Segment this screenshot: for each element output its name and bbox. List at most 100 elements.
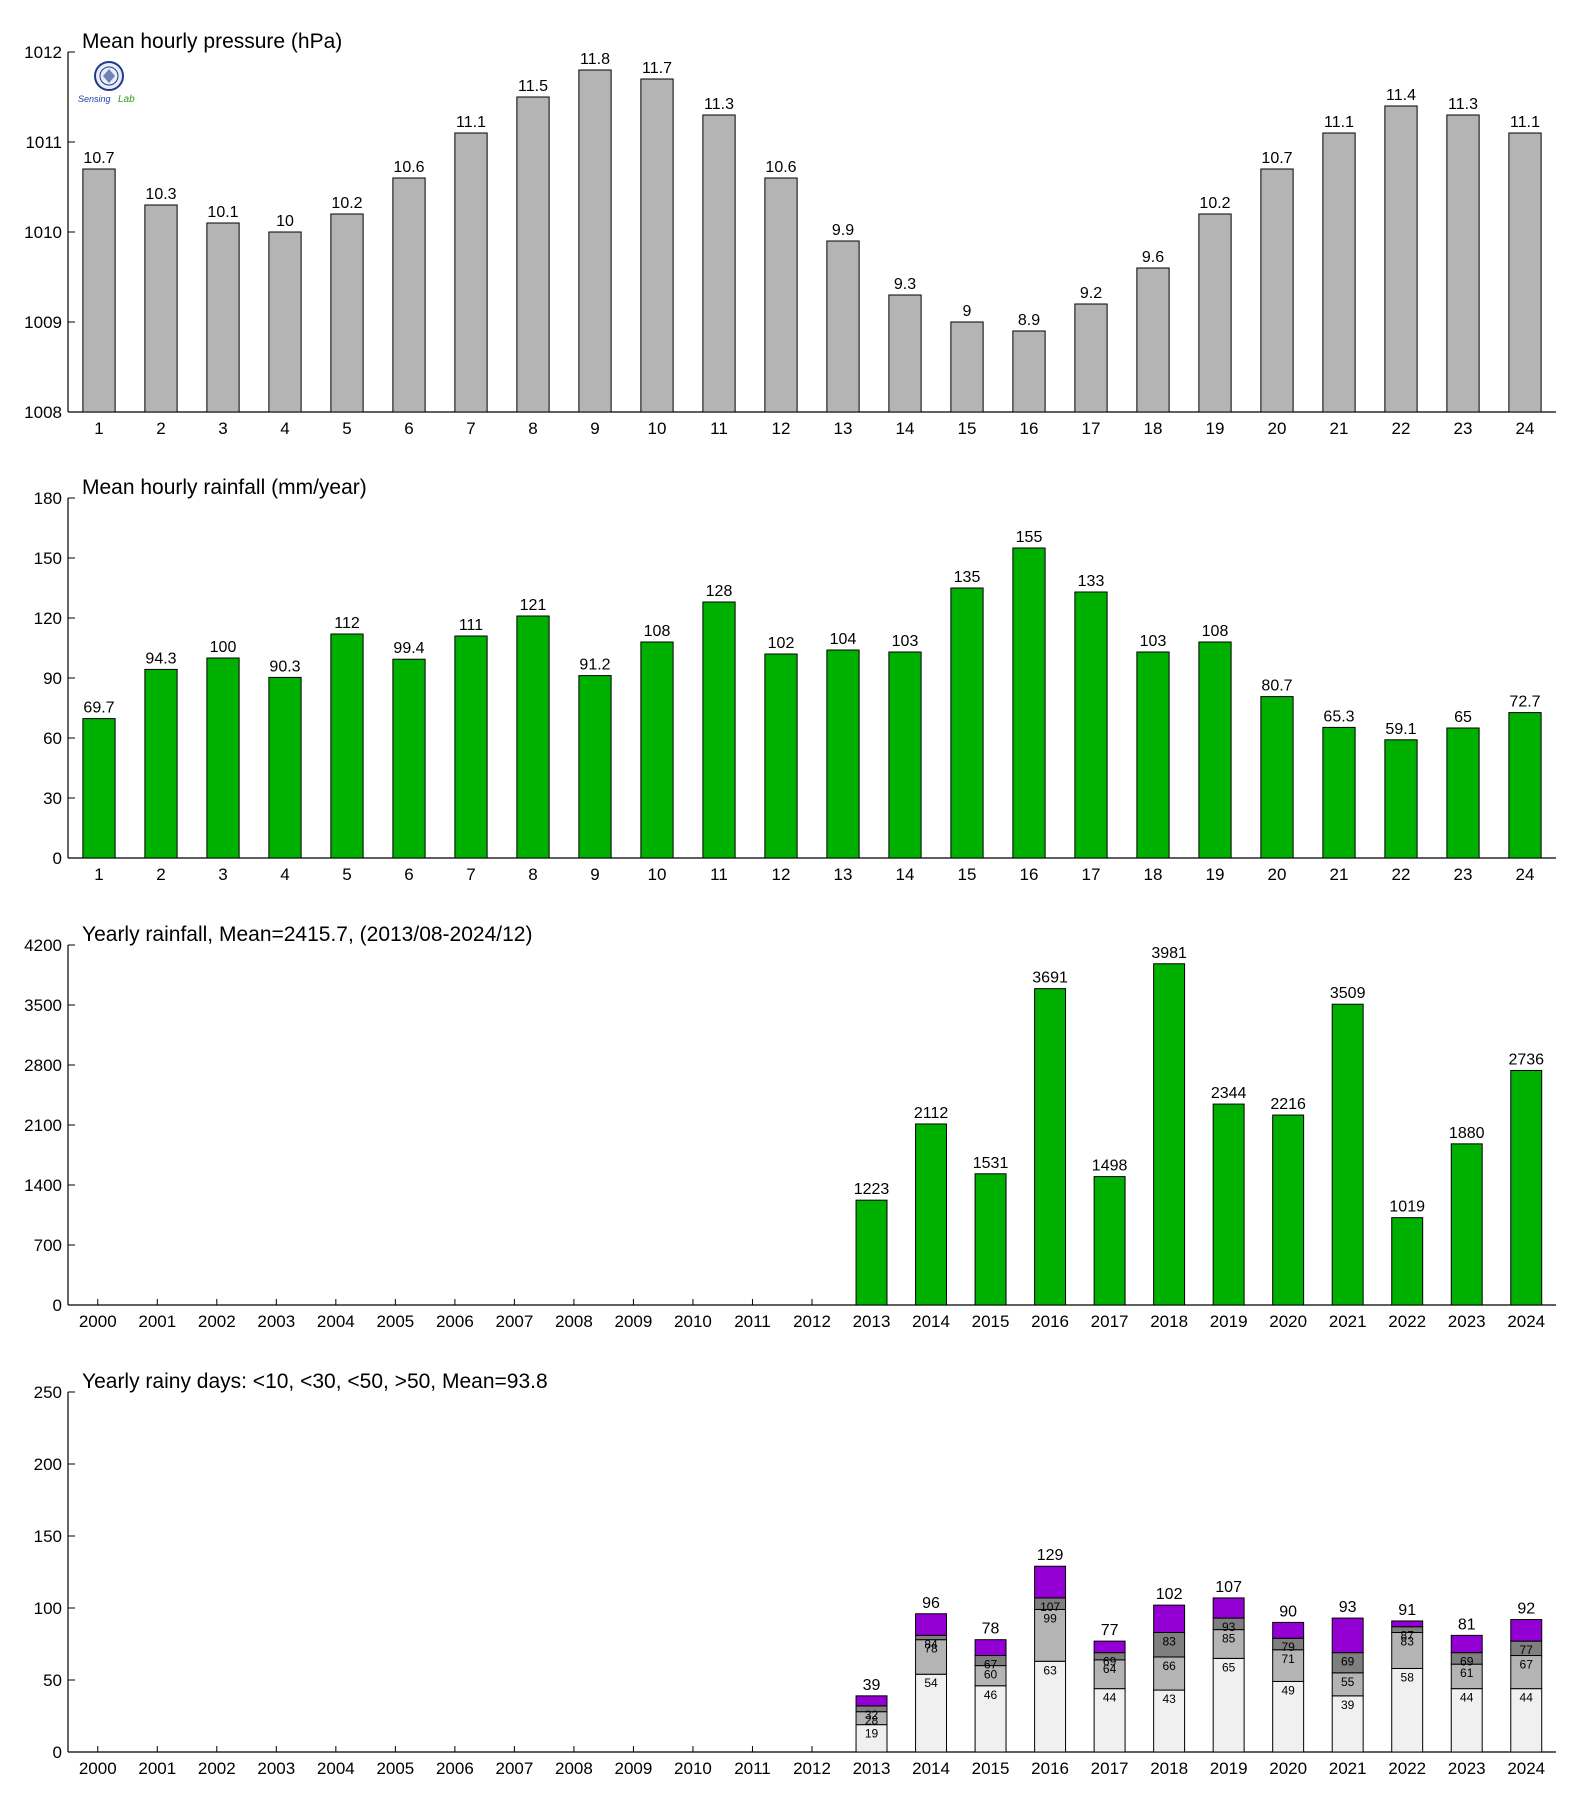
bar [1384, 739, 1418, 859]
x-tick-label: 2020 [1269, 1759, 1307, 1778]
x-tick-label: 15 [958, 865, 977, 884]
bar [640, 641, 674, 859]
chart-title: Yearly rainfall, Mean=2415.7, (2013/08-2… [82, 923, 532, 946]
bar-segment-total [1391, 1620, 1424, 1628]
bar-total-label: 107 [1215, 1579, 1242, 1596]
y-tick-label: 700 [34, 1236, 62, 1255]
bar-value-label: 8.9 [1018, 312, 1040, 329]
y-tick-label: 2100 [24, 1116, 62, 1135]
bar [268, 231, 302, 413]
bar-segment-total [1212, 1597, 1245, 1619]
bar [1074, 303, 1108, 413]
bar-value-label: 133 [1078, 573, 1105, 590]
bar [206, 657, 240, 859]
x-tick-label: 2006 [436, 1312, 474, 1331]
x-tick-label: 9 [590, 419, 599, 438]
bar-value-label: 80.7 [1261, 678, 1292, 695]
segment-label-lt30: 66 [1162, 1659, 1176, 1673]
bar-value-label: 9.6 [1142, 249, 1164, 266]
bar-value-label: 59.1 [1385, 721, 1416, 738]
y-tick-label: 250 [34, 1383, 62, 1402]
x-tick-label: 23 [1454, 865, 1473, 884]
bar [1136, 267, 1170, 413]
x-tick-label: 17 [1082, 865, 1101, 884]
bar-value-label: 11.8 [580, 51, 610, 68]
bar-total-label: 77 [1101, 1622, 1119, 1639]
segment-label-lt30: 55 [1341, 1675, 1355, 1689]
bar-value-label: 11.1 [456, 114, 486, 131]
x-tick-label: 2001 [138, 1759, 176, 1778]
bar [1322, 726, 1356, 859]
bar-value-label: 9.2 [1080, 285, 1102, 302]
bar-value-label: 2344 [1211, 1085, 1247, 1102]
x-tick-label: 16 [1020, 865, 1039, 884]
bar-value-label: 11.1 [1324, 114, 1354, 131]
bar-segment-lt10 [1034, 1660, 1067, 1753]
bar [1446, 727, 1480, 859]
x-tick-label: 2004 [317, 1759, 355, 1778]
bar [144, 204, 178, 413]
bar [1212, 1103, 1245, 1306]
bar [1272, 1114, 1305, 1306]
x-tick-label: 2010 [674, 1759, 712, 1778]
bar [330, 633, 364, 859]
bar-value-label: 72.7 [1509, 694, 1540, 711]
bar-value-label: 10.1 [207, 204, 238, 221]
bar-value-label: 10.6 [765, 159, 796, 176]
x-tick-label: 9 [590, 865, 599, 884]
x-tick-label: 2002 [198, 1312, 236, 1331]
x-tick-label: 2016 [1031, 1312, 1069, 1331]
segment-label-lt10: 44 [1103, 1691, 1117, 1705]
bar-value-label: 11.5 [518, 78, 548, 95]
bar [1508, 132, 1542, 413]
x-tick-label: 19 [1206, 419, 1225, 438]
bar-value-label: 112 [334, 615, 360, 632]
bar-value-label: 99.4 [393, 640, 424, 657]
bar [144, 668, 178, 859]
bar-segment-lt30 [1034, 1608, 1067, 1662]
segment-label-lt50: 77 [1520, 1643, 1534, 1657]
bar-segment-total [1331, 1617, 1364, 1654]
x-tick-label: 2007 [495, 1312, 533, 1331]
x-tick-label: 2013 [853, 1312, 891, 1331]
segment-label-lt50: 93 [1222, 1620, 1236, 1634]
x-tick-label: 10 [648, 865, 667, 884]
x-tick-label: 10 [648, 419, 667, 438]
bar-value-label: 1223 [854, 1181, 890, 1198]
segment-label-lt30: 78 [924, 1642, 938, 1656]
segment-label-lt10: 65 [1222, 1660, 1236, 1674]
segment-label-lt50: 107 [1040, 1600, 1060, 1614]
bar-segment-lt10 [1272, 1680, 1305, 1753]
bar [1260, 168, 1294, 413]
bar-segment-lt10 [1510, 1688, 1543, 1753]
bar-value-label: 10.2 [331, 195, 362, 212]
segment-label-lt50: 69 [1103, 1655, 1117, 1669]
bar [950, 321, 984, 413]
x-tick-label: 24 [1516, 419, 1535, 438]
x-tick-label: 2020 [1269, 1312, 1307, 1331]
bar [392, 177, 426, 413]
bar [578, 69, 612, 413]
x-tick-label: 2023 [1448, 1312, 1486, 1331]
bar-total-label: 91 [1398, 1602, 1416, 1619]
segment-label-lt10: 49 [1281, 1683, 1295, 1697]
chart-title: Mean hourly pressure (hPa) [82, 30, 342, 53]
bar [888, 294, 922, 413]
x-tick-label: 6 [404, 419, 413, 438]
x-tick-label: 13 [834, 419, 853, 438]
bar-value-label: 10.2 [1199, 195, 1230, 212]
y-tick-label: 4200 [24, 936, 62, 955]
x-tick-label: 2021 [1329, 1759, 1367, 1778]
y-tick-label: 120 [34, 609, 62, 628]
bar [206, 222, 240, 413]
x-tick-label: 6 [404, 865, 413, 884]
bar-total-label: 96 [922, 1595, 940, 1612]
bar-total-label: 92 [1517, 1601, 1535, 1618]
bar-value-label: 3981 [1151, 945, 1187, 962]
bar-value-label: 65.3 [1323, 708, 1354, 725]
bar-segment-total [855, 1695, 888, 1707]
bar-value-label: 9 [963, 303, 972, 320]
y-tick-label: 60 [43, 729, 62, 748]
bar-segment-total [1272, 1621, 1305, 1639]
segment-label-lt10: 58 [1401, 1670, 1415, 1684]
